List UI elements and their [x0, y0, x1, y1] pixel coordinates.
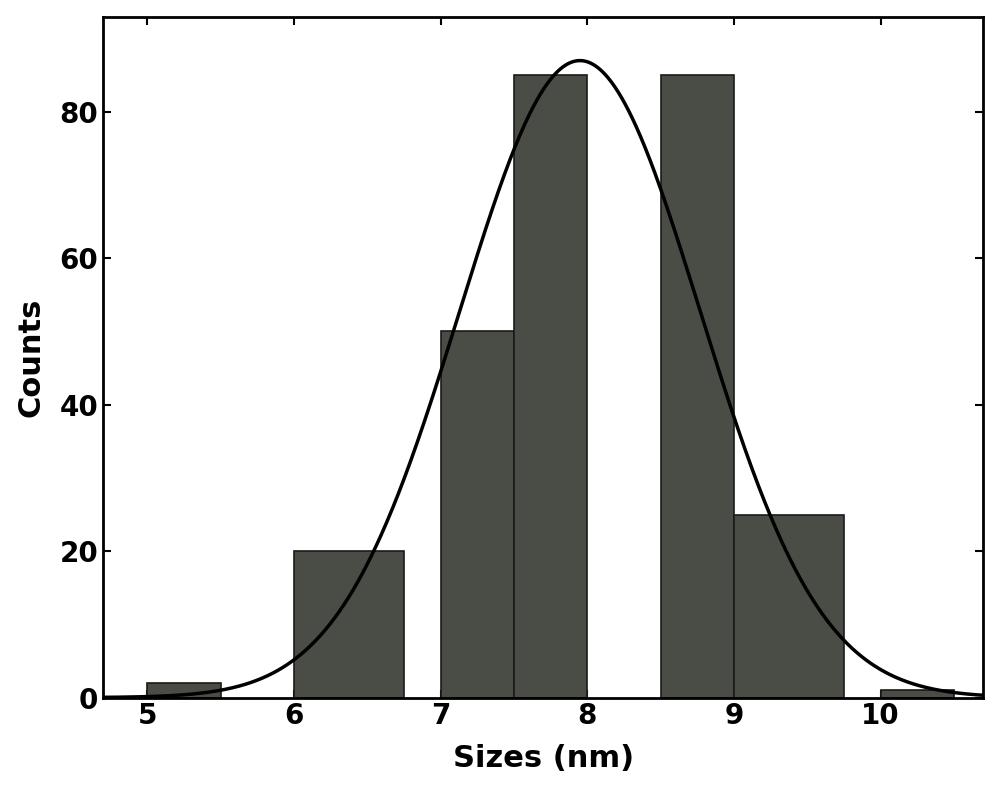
Bar	[881, 690, 954, 698]
Bar	[294, 551, 404, 698]
Bar	[734, 514, 844, 698]
Y-axis label: Counts: Counts	[17, 298, 46, 417]
Bar	[147, 683, 221, 698]
Bar	[514, 75, 587, 698]
Bar	[441, 332, 514, 698]
Bar	[661, 75, 734, 698]
X-axis label: Sizes (nm): Sizes (nm)	[453, 744, 634, 773]
